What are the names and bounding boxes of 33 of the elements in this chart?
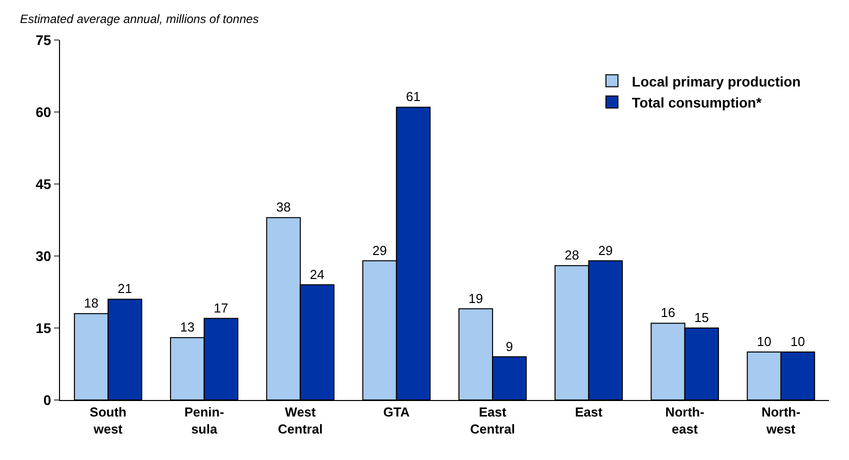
data-label: 29 — [372, 242, 387, 258]
y-tick-label: 75 — [36, 32, 52, 48]
data-label: 61 — [406, 89, 420, 104]
x-tick-label: Penin- sula — [184, 404, 224, 436]
data-label: 38 — [276, 200, 291, 215]
data-label: 24 — [310, 266, 324, 282]
data-label: 15 — [694, 310, 709, 325]
data-label: 10 — [790, 334, 805, 349]
y-tick-label: 45 — [36, 176, 52, 192]
data-label: 28 — [564, 248, 580, 263]
data-label: 17 — [214, 300, 228, 316]
x-tick-label: North- east — [665, 404, 704, 436]
data-label: 29 — [598, 242, 613, 258]
data-label: 10 — [756, 334, 772, 349]
legend-label: Local primary production — [632, 73, 801, 90]
data-label: 19 — [468, 290, 483, 306]
data-label: 21 — [118, 281, 132, 296]
y-tick-label: 15 — [36, 320, 52, 336]
data-label: 18 — [84, 296, 98, 311]
y-tick-label: 60 — [36, 104, 52, 120]
data-label: 13 — [180, 320, 195, 335]
x-tick-label: GTA — [383, 404, 410, 420]
y-axis-title: Estimated average annual, millions of tonnes — [20, 12, 259, 26]
legend-label: Total consumption* — [632, 94, 762, 110]
x-tick-label: South west — [90, 404, 127, 436]
y-tick-label: 0 — [43, 392, 52, 408]
data-label: 9 — [506, 338, 513, 354]
x-tick-label: West Central — [278, 404, 323, 436]
x-tick-label: East — [574, 404, 604, 420]
data-label: 16 — [660, 305, 676, 320]
x-tick-label: East Central — [470, 404, 515, 436]
x-tick-label: North- west — [761, 404, 800, 436]
y-tick-label: 30 — [36, 248, 52, 264]
